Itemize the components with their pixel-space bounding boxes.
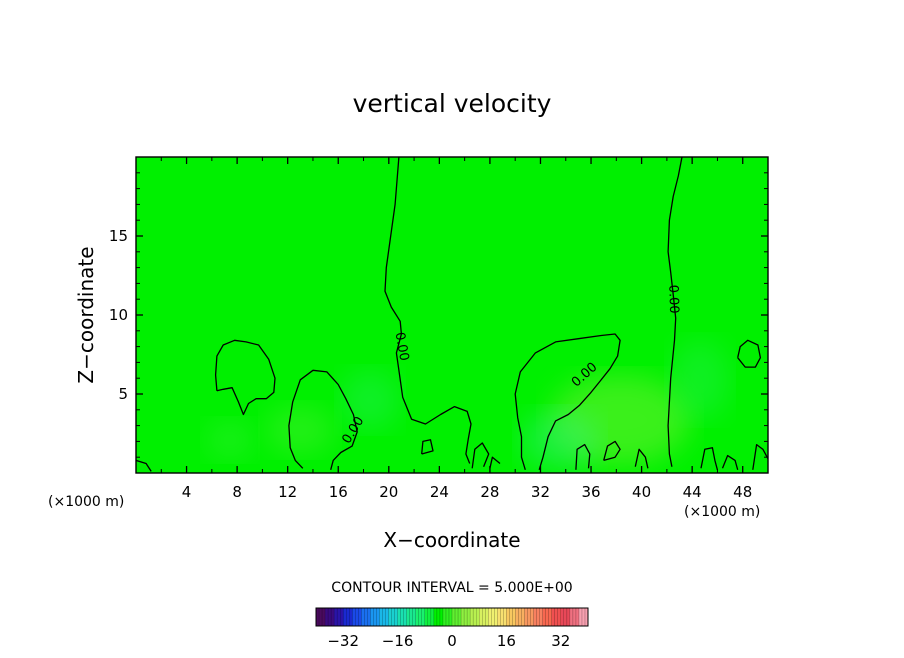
colorbar-swatch [497, 608, 507, 626]
x-tick-label: 36 [581, 483, 600, 501]
colorbar-swatch [424, 608, 435, 626]
colorbar-swatch [370, 608, 380, 626]
colorbar-swatch [334, 608, 344, 626]
field-shading [205, 340, 730, 470]
x-tick-label: 48 [733, 483, 752, 501]
colorbar-swatch [379, 608, 389, 626]
x-tick-label: 4 [182, 483, 192, 501]
colorbar-swatch [352, 608, 362, 626]
shade-patch [205, 420, 255, 460]
contour-line [667, 157, 683, 467]
x-tick-label: 20 [379, 483, 398, 501]
contour-interval-text: CONTOUR INTERVAL = 5.000E+00 [331, 580, 572, 596]
y-axis: 5 10 15 [109, 172, 768, 458]
colorbar-swatch [325, 608, 335, 626]
contour-line [700, 447, 719, 470]
colorbar-swatch [452, 608, 462, 626]
colorbar-swatch [361, 608, 371, 626]
x-tick-label: 32 [531, 483, 550, 501]
colorbar-tick-label: 0 [447, 632, 457, 650]
colorbar-swatch [316, 608, 326, 626]
colorbar-swatch [461, 608, 471, 626]
colorbar: −32 −16 0 16 32 [315, 607, 589, 650]
colorbar-swatch [569, 608, 580, 626]
x-tick-label: 8 [232, 483, 242, 501]
contour-line [575, 443, 591, 470]
colorbar-swatch [479, 608, 489, 626]
contour-line [634, 448, 649, 469]
y-tick-label: 15 [109, 227, 128, 245]
contour-lines [136, 157, 768, 472]
colorbar-swatch [442, 608, 453, 626]
x-axis-title: X−coordinate [383, 528, 520, 552]
colorbar-swatch [433, 608, 444, 626]
contour-line [737, 339, 762, 368]
shade-patch [340, 370, 400, 430]
colorbar-tick-label: 32 [551, 632, 570, 650]
colorbar-swatch [406, 608, 417, 626]
colorbar-swatch [343, 608, 353, 626]
contour-line [514, 333, 621, 470]
colorbar-tick-label: −16 [382, 632, 414, 650]
colorbar-swatch [506, 608, 516, 626]
contour-line [752, 443, 768, 470]
colorbar-tick-label: −32 [327, 632, 359, 650]
colorbar-swatch [524, 608, 534, 626]
chart-title: vertical velocity [353, 89, 552, 118]
x-units-left: (×1000 m) [48, 494, 124, 510]
y-tick-label: 5 [118, 385, 128, 403]
colorbar-swatch [415, 608, 426, 626]
x-tick-label: 44 [683, 483, 702, 501]
contour-line [489, 456, 501, 469]
contour-line [214, 339, 276, 416]
colorbar-swatch [560, 608, 571, 626]
x-tick-label: 40 [632, 483, 651, 501]
contour-line [384, 157, 472, 464]
colorbar-swatch [388, 608, 398, 626]
x-axis: 4 8 12 16 20 24 28 32 36 40 44 48 [160, 157, 752, 501]
x-units-right: (×1000 m) [684, 504, 760, 520]
x-tick-label: 16 [329, 483, 348, 501]
colorbar-swatch [533, 608, 543, 626]
colorbar-swatch [578, 608, 589, 626]
contour-label: 0.00 [392, 331, 412, 362]
contour-line [471, 442, 490, 469]
y-tick-label: 10 [109, 306, 128, 324]
colorbar-swatch [542, 608, 553, 626]
contour-line [721, 454, 739, 470]
colorbar-tick-label: 16 [497, 632, 516, 650]
x-tick-label: 24 [430, 483, 449, 501]
colorbar-swatch [515, 608, 525, 626]
shade-patch [670, 340, 730, 420]
contour-line [136, 459, 152, 472]
colorbar-swatch [488, 608, 498, 626]
contour-line [421, 439, 434, 455]
contour-line [288, 369, 358, 470]
shade-patch [265, 405, 335, 455]
x-tick-label: 28 [480, 483, 499, 501]
colorbar-swatch [397, 608, 407, 626]
colorbar-border [315, 607, 589, 627]
shade-patch [520, 410, 600, 470]
contour-label: 0.00 [665, 284, 681, 313]
x-tick-label: 12 [278, 483, 297, 501]
colorbar-swatch [470, 608, 480, 626]
y-axis-title: Z−coordinate [74, 246, 98, 383]
contour-line [603, 440, 621, 462]
colorbar-swatch [551, 608, 562, 626]
